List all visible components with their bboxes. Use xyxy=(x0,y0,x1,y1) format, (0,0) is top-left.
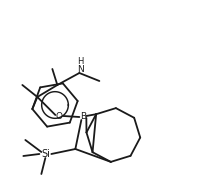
Text: H: H xyxy=(77,57,83,66)
Text: O: O xyxy=(56,113,63,121)
Text: Si: Si xyxy=(41,149,50,159)
Text: B: B xyxy=(80,113,86,121)
Text: N: N xyxy=(77,65,84,75)
